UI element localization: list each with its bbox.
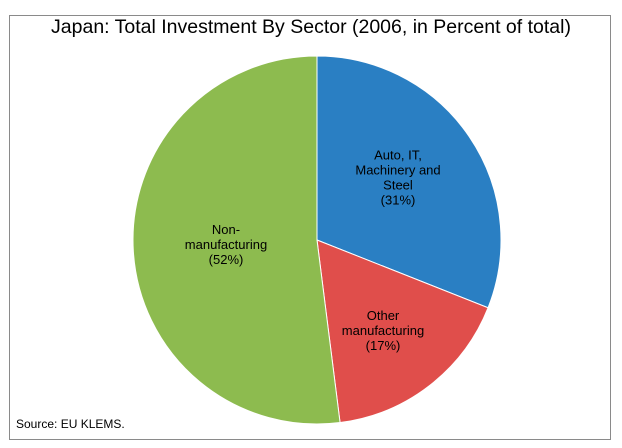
pie-slice-auto-it-machinery-steel [316,55,502,309]
slice-label-line: (52%) [209,252,244,267]
slice-label-line: Other [367,308,400,323]
slice-label-line: Non- [212,222,240,237]
pie-slices [132,55,502,425]
source-note: Source: EU KLEMS. [16,417,125,431]
slice-label-non-manufacturing: Non-manufacturing (52%) [185,222,267,267]
slice-label-line: Steel [383,178,413,193]
slice-label-other-manufacturing: Other manufacturing (17%) [342,308,424,353]
slice-label-line: manufacturing [342,323,424,338]
chart-title: Japan: Total Investment By Sector (2006,… [51,16,571,38]
pie-slice-other-manufacturing [316,239,489,424]
pie-slice-non-manufacturing [132,55,341,425]
slice-label-line: Auto, IT, [374,148,422,163]
slice-label-line: manufacturing [185,237,267,252]
slice-label-auto-it-machinery-steel: Auto, IT, Machinery and Steel (31%) [355,148,440,208]
slice-label-line: (31%) [381,193,416,208]
pie-labels: Auto, IT, Machinery and Steel (31%)Other man… [185,148,441,354]
slice-label-line: Machinery and [355,163,440,178]
slice-label-line: (17%) [366,338,401,353]
